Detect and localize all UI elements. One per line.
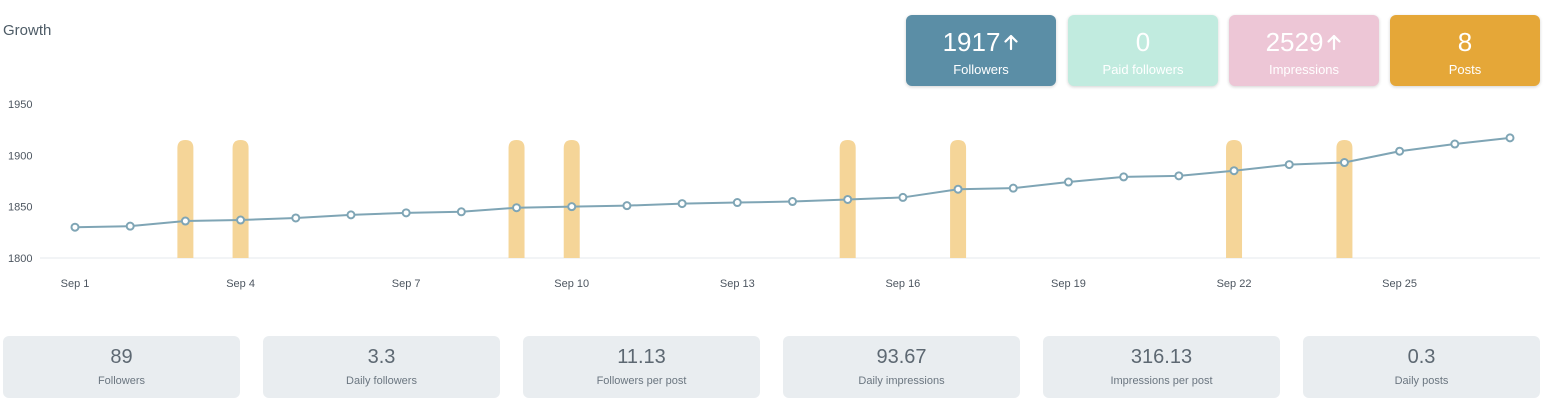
data-point bbox=[1063, 177, 1073, 187]
stat-label: Followers bbox=[97, 375, 146, 387]
data-point bbox=[1339, 158, 1349, 168]
data-point bbox=[346, 210, 356, 220]
x-tick-label: Sep 19 bbox=[1051, 278, 1086, 290]
kpi-paid-followers[interactable]: 0 Paid followers bbox=[1068, 15, 1218, 86]
stat-impressions-per-post: 316.13 Impressions per post bbox=[1043, 336, 1280, 398]
stat-label: Followers per post bbox=[596, 375, 687, 387]
post-marker bbox=[950, 140, 967, 258]
data-point bbox=[732, 198, 742, 208]
growth-chart[interactable]: 1800 1850 1900 1950 Sep 1 Sep 4 Sep 7 Sep 10 Sep… bbox=[0, 92, 1545, 307]
stat-value: 11.13 bbox=[617, 346, 666, 368]
stat-value: 0.3 bbox=[1407, 346, 1436, 368]
data-point bbox=[236, 215, 246, 225]
x-tick-label: Sep 22 bbox=[1217, 278, 1252, 290]
data-point bbox=[843, 194, 853, 204]
data-point bbox=[953, 184, 963, 194]
stat-daily-posts: 0.3 Daily posts bbox=[1303, 336, 1540, 398]
data-point bbox=[125, 221, 135, 231]
arrow-up-icon bbox=[1004, 34, 1019, 51]
data-point bbox=[898, 192, 908, 202]
data-point bbox=[401, 208, 411, 218]
page-title: Growth bbox=[3, 22, 52, 39]
data-point bbox=[1119, 172, 1129, 182]
data-point bbox=[1505, 133, 1515, 143]
post-marker bbox=[232, 140, 249, 258]
post-marker bbox=[1336, 140, 1353, 258]
kpi-followers-value: 1917 bbox=[942, 27, 1001, 57]
y-tick-label: 1850 bbox=[8, 202, 32, 214]
data-point bbox=[1395, 146, 1405, 156]
data-point bbox=[1284, 160, 1294, 170]
stat-label: Daily posts bbox=[1394, 375, 1449, 387]
kpi-followers[interactable]: 1917 Followers bbox=[906, 15, 1056, 86]
stat-label: Daily followers bbox=[346, 375, 417, 387]
stat-label: Daily impressions bbox=[858, 375, 945, 387]
y-tick-label: 1800 bbox=[8, 253, 32, 265]
x-tick-label: Sep 7 bbox=[392, 278, 421, 290]
kpi-followers-label: Followers bbox=[953, 62, 1009, 77]
post-marker bbox=[563, 140, 580, 258]
stat-daily-impressions: 93.67 Daily impressions bbox=[783, 336, 1020, 398]
kpi-impressions[interactable]: 2529 Impressions bbox=[1229, 15, 1379, 86]
kpi-posts-value: 8 bbox=[1457, 27, 1473, 57]
post-marker bbox=[177, 140, 194, 258]
stat-label: Impressions per post bbox=[1110, 375, 1213, 387]
kpi-paid-followers-value: 0 bbox=[1135, 27, 1151, 57]
data-point bbox=[622, 201, 632, 211]
x-tick-label: Sep 4 bbox=[226, 278, 255, 290]
stat-value: 3.3 bbox=[367, 346, 396, 368]
arrow-up-icon bbox=[1327, 34, 1342, 51]
x-tick-label: Sep 10 bbox=[554, 278, 589, 290]
y-tick-label: 1900 bbox=[8, 150, 32, 162]
data-point bbox=[1174, 171, 1184, 181]
x-tick-label: Sep 1 bbox=[61, 278, 90, 290]
x-tick-label: Sep 13 bbox=[720, 278, 755, 290]
data-point bbox=[1008, 183, 1018, 193]
kpi-posts[interactable]: 8 Posts bbox=[1390, 15, 1540, 86]
kpi-paid-followers-label: Paid followers bbox=[1102, 62, 1184, 77]
stat-followers: 89 Followers bbox=[3, 336, 240, 398]
post-marker bbox=[508, 140, 525, 258]
x-tick-label: Sep 16 bbox=[885, 278, 920, 290]
stat-followers-per-post: 11.13 Followers per post bbox=[523, 336, 760, 398]
kpi-impressions-label: Impressions bbox=[1268, 62, 1340, 77]
followers-line bbox=[74, 136, 1511, 229]
kpi-posts-label: Posts bbox=[1448, 62, 1482, 77]
data-point bbox=[512, 203, 522, 213]
data-point bbox=[567, 202, 577, 212]
stat-daily-followers: 3.3 Daily followers bbox=[263, 336, 500, 398]
stat-value: 316.13 bbox=[1130, 346, 1193, 368]
data-point bbox=[456, 207, 466, 217]
stat-value: 89 bbox=[110, 346, 133, 368]
data-point bbox=[1229, 166, 1239, 176]
y-tick-label: 1950 bbox=[8, 99, 32, 111]
data-point bbox=[70, 222, 80, 232]
post-marker bbox=[1226, 140, 1243, 258]
data-point bbox=[788, 197, 797, 207]
data-point bbox=[1450, 139, 1460, 149]
stat-value: 93.67 bbox=[876, 346, 927, 368]
kpi-impressions-value: 2529 bbox=[1265, 27, 1324, 57]
data-point bbox=[291, 213, 301, 223]
data-point bbox=[677, 199, 687, 209]
x-tick-label: Sep 25 bbox=[1382, 278, 1417, 290]
data-point bbox=[180, 216, 190, 226]
